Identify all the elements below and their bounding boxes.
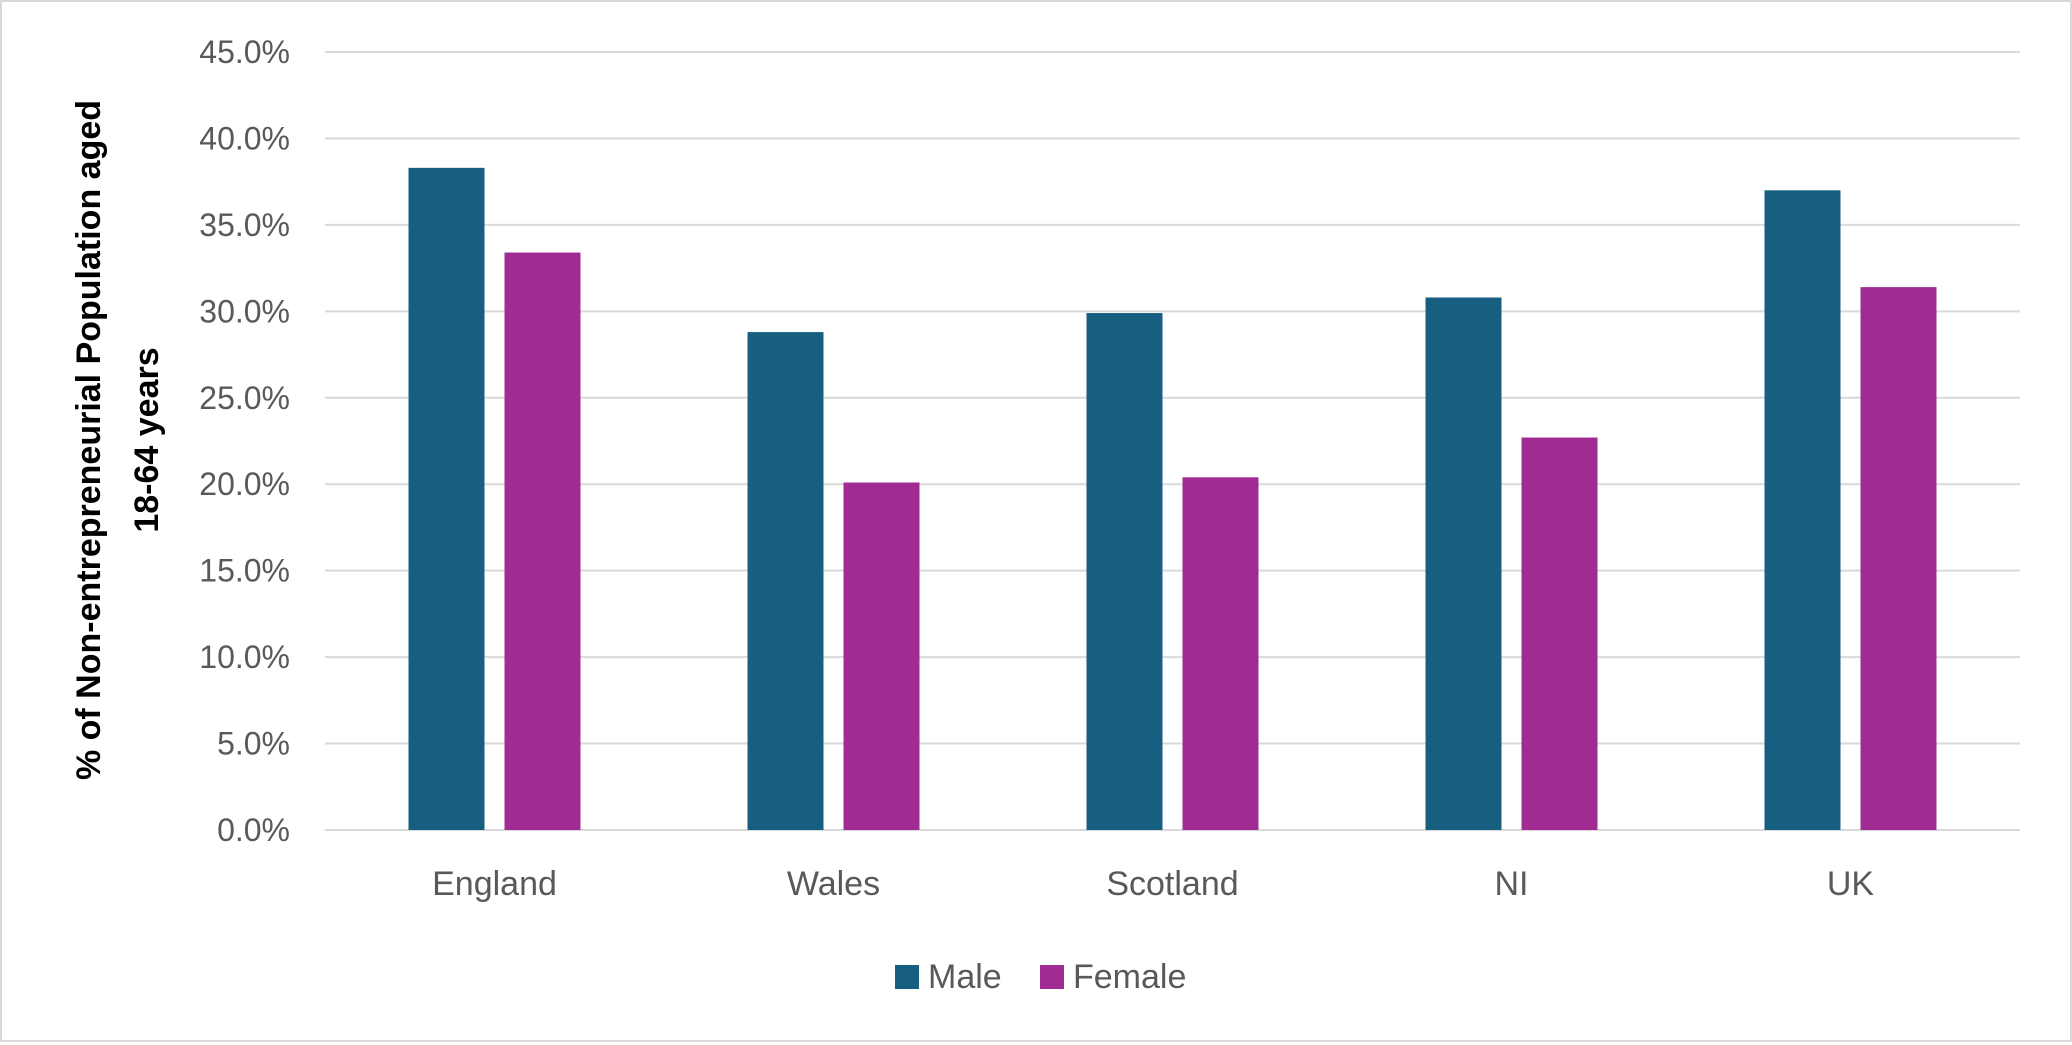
- legend-swatch-male: [895, 965, 919, 989]
- bars: [408, 167, 1937, 831]
- bar-male-ni: [1425, 297, 1502, 831]
- legend-label-male: Male: [928, 958, 1002, 996]
- bar-female-wales: [843, 482, 920, 830]
- x-category-label: England: [432, 865, 557, 903]
- y-axis-title-line-2: 18-64 years: [128, 347, 166, 532]
- legend-label-female: Female: [1073, 958, 1186, 996]
- bar-female-uk: [1860, 287, 1937, 830]
- bar-male-wales: [747, 332, 824, 830]
- y-axis-title: % of Non-entrepreneurial Population aged…: [70, 100, 166, 780]
- legend: Male Female: [895, 958, 1186, 996]
- y-tick-label: 25.0%: [199, 380, 290, 416]
- y-tick-label: 15.0%: [199, 553, 290, 589]
- y-tick-label: 30.0%: [199, 293, 290, 329]
- legend-swatch-female: [1040, 965, 1064, 989]
- bar-male-uk: [1764, 190, 1841, 831]
- x-category-label: UK: [1827, 865, 1875, 903]
- bar-female-england: [504, 252, 581, 830]
- x-category-label: Wales: [787, 865, 880, 903]
- y-tick-label: 35.0%: [199, 207, 290, 243]
- y-axis-ticks: 0.0% 5.0% 10.0% 15.0% 20.0% 25.0% 30.0% 35.0% 40…: [199, 34, 290, 848]
- y-tick-label: 0.0%: [217, 812, 290, 848]
- gridlines: [325, 51, 2020, 831]
- x-category-label: Scotland: [1106, 865, 1238, 903]
- y-tick-label: 10.0%: [199, 639, 290, 675]
- bar-male-scotland: [1086, 313, 1163, 830]
- y-tick-label: 40.0%: [199, 120, 290, 156]
- x-category-label: NI: [1495, 865, 1529, 903]
- y-axis-title-line-1: % of Non-entrepreneurial Population aged: [70, 100, 108, 780]
- y-tick-label: 20.0%: [199, 466, 290, 502]
- bar-male-england: [408, 167, 485, 830]
- bar-female-scotland: [1182, 477, 1259, 830]
- x-axis-categories: England Wales Scotland NI UK: [432, 865, 1874, 903]
- bar-female-ni: [1521, 437, 1598, 830]
- y-tick-label: 45.0%: [199, 34, 290, 70]
- y-tick-label: 5.0%: [217, 726, 290, 762]
